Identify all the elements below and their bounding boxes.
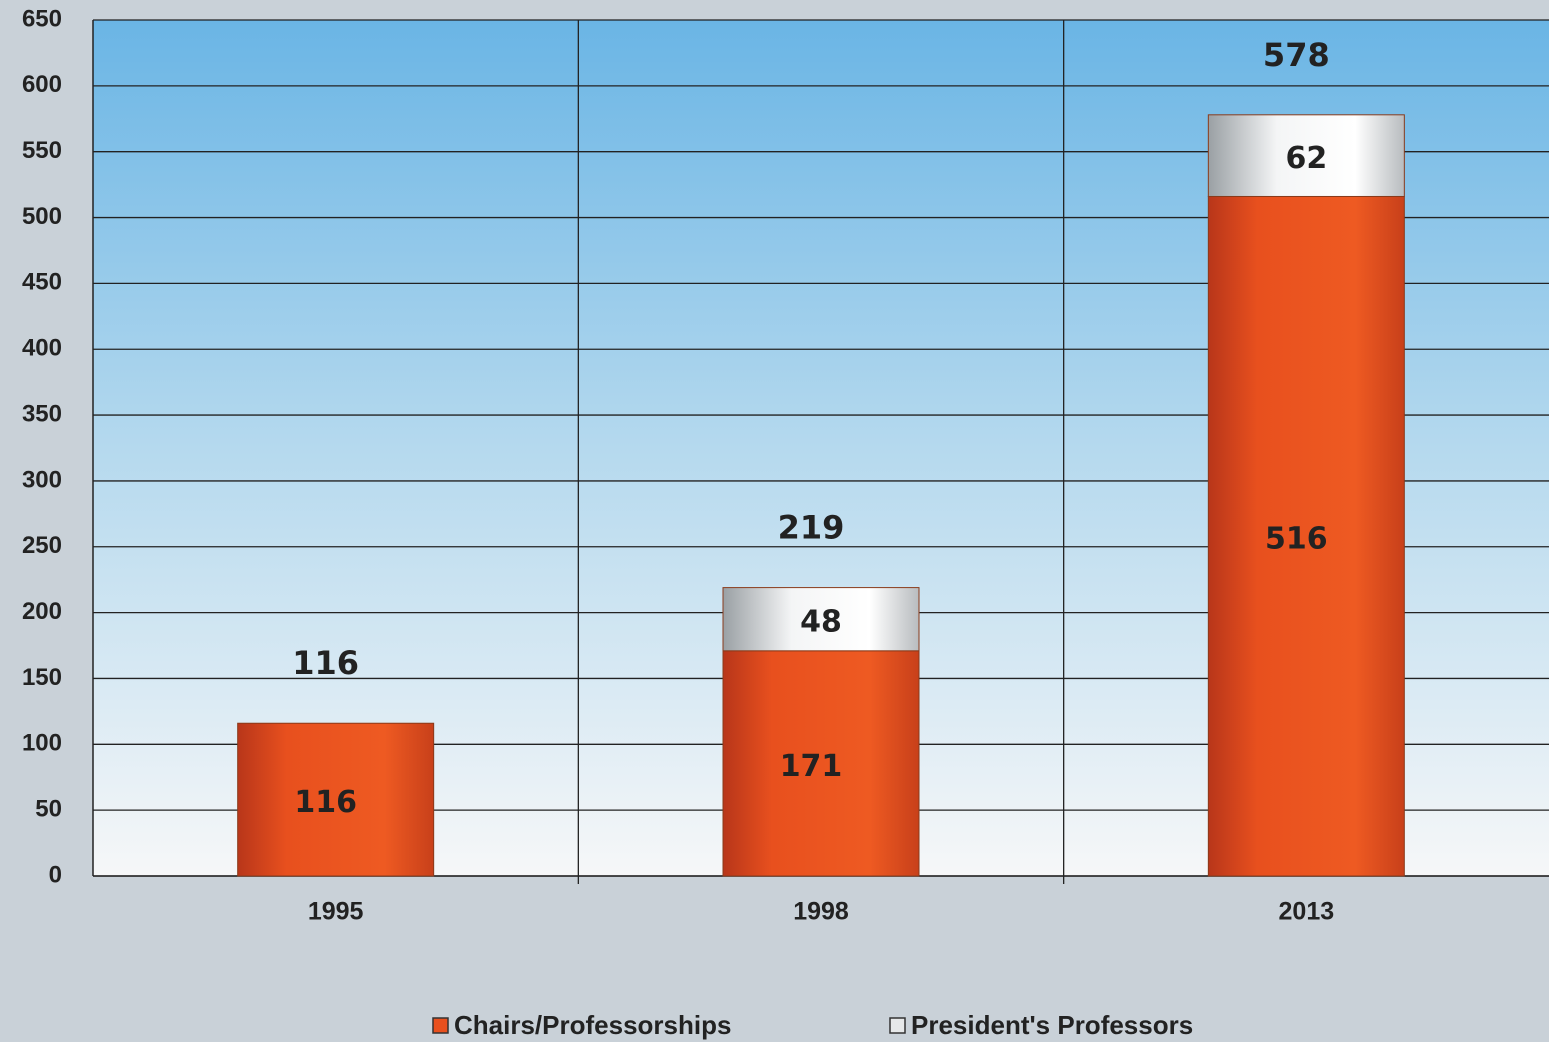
y-tick-label: 250 [22, 532, 62, 559]
x-tick-label: 1995 [308, 898, 364, 926]
y-tick-label: 200 [22, 598, 62, 625]
bar-segment [722, 587, 920, 652]
y-tick-label: 400 [22, 335, 62, 362]
segment-label: 171 [780, 749, 843, 784]
y-tick-label: 300 [22, 466, 62, 493]
legend-swatch [432, 1017, 449, 1034]
bar-segment [1207, 114, 1405, 197]
y-tick-label: 600 [22, 71, 62, 98]
legend-label: President's Professors [911, 1010, 1193, 1040]
y-tick-label: 550 [22, 137, 62, 164]
bar-segment [722, 650, 920, 877]
total-label: 219 [778, 509, 845, 547]
total-label: 578 [1263, 36, 1330, 74]
y-tick-label: 50 [35, 795, 62, 822]
y-tick-label: 100 [22, 730, 62, 757]
y-tick-label: 150 [22, 664, 62, 691]
segment-label: 48 [800, 605, 842, 640]
segment-label: 516 [1265, 522, 1328, 557]
total-label: 116 [292, 644, 359, 682]
y-tick-label: 650 [22, 5, 62, 32]
legend-swatch [889, 1017, 906, 1034]
x-tick-label: 2013 [1279, 898, 1335, 926]
y-tick-label: 450 [22, 269, 62, 296]
y-tick-label: 0 [49, 861, 62, 888]
legend-label: Chairs/Professorships [454, 1010, 731, 1040]
segment-label: 116 [294, 785, 357, 820]
x-tick-label: 1998 [793, 898, 849, 926]
y-tick-label: 350 [22, 400, 62, 427]
segment-label: 62 [1285, 141, 1327, 176]
bar-segment [237, 722, 435, 877]
y-tick-label: 500 [22, 203, 62, 230]
